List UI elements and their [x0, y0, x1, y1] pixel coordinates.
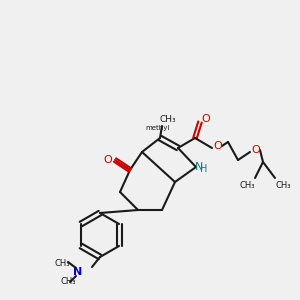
Text: CH₃: CH₃: [239, 182, 255, 190]
Text: O: O: [103, 155, 112, 165]
Text: N: N: [195, 162, 203, 172]
Text: H: H: [200, 164, 208, 174]
Text: O: O: [252, 145, 260, 155]
Text: methyl: methyl: [146, 125, 170, 131]
Text: O: O: [214, 141, 222, 151]
Text: CH₃: CH₃: [60, 278, 76, 286]
Text: CH₃: CH₃: [160, 116, 176, 124]
Text: CH₃: CH₃: [275, 182, 291, 190]
Text: O: O: [202, 114, 210, 124]
Text: CH₃: CH₃: [54, 260, 70, 268]
Text: N: N: [74, 267, 82, 277]
